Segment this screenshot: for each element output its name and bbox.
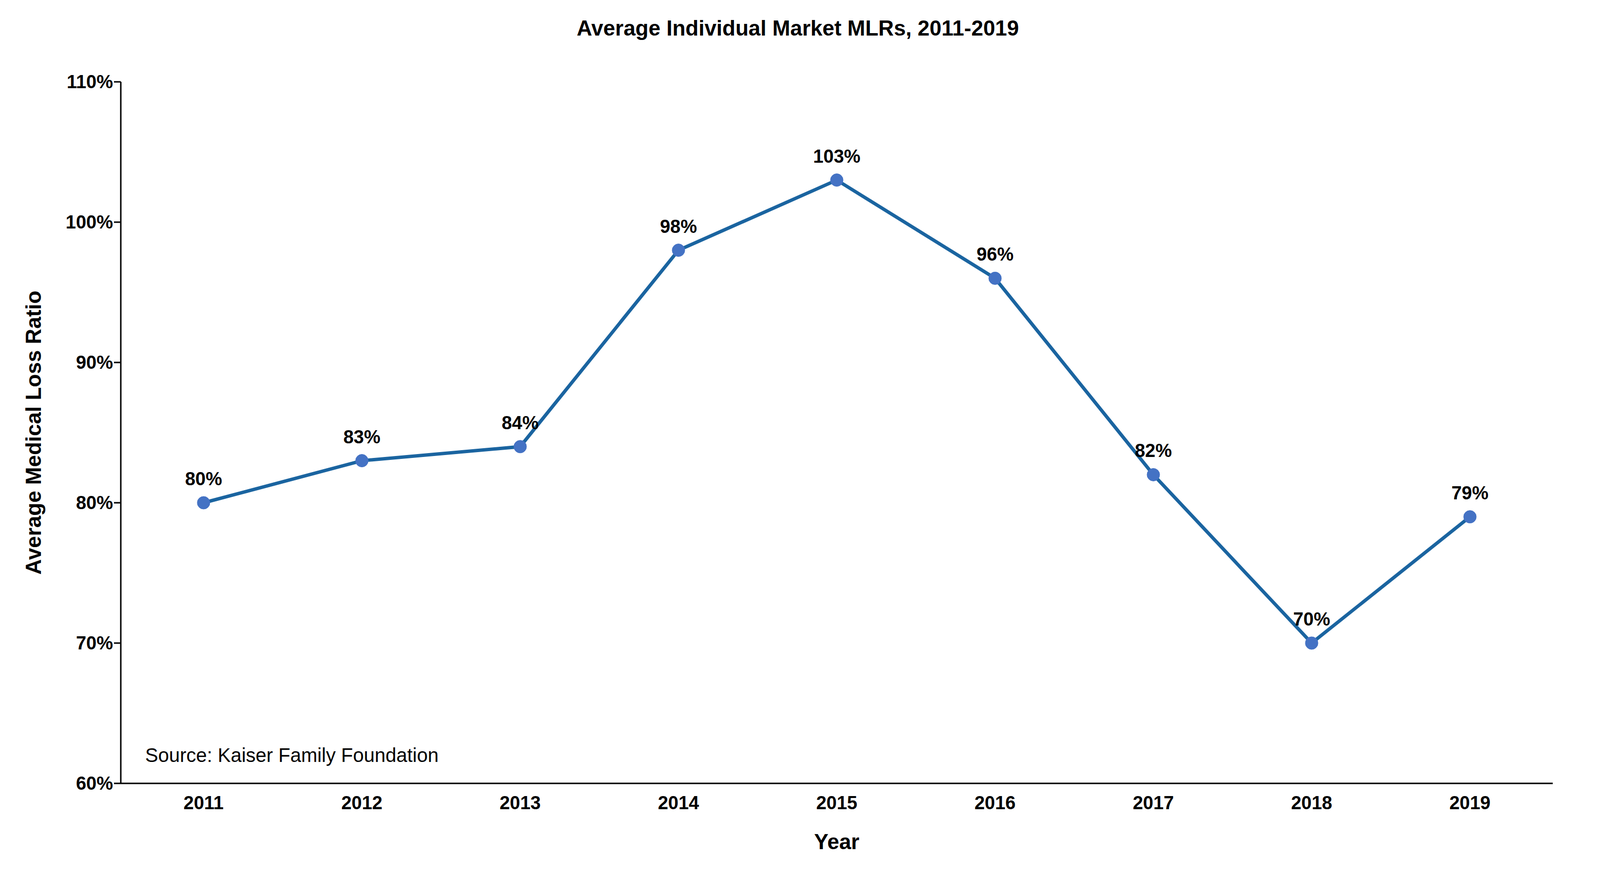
svg-text:2013: 2013 xyxy=(499,792,542,813)
svg-text:90%: 90% xyxy=(75,352,113,373)
svg-text:80%: 80% xyxy=(185,468,223,490)
svg-text:2019: 2019 xyxy=(1449,792,1491,813)
svg-text:70%: 70% xyxy=(75,632,113,654)
svg-text:2011: 2011 xyxy=(183,792,224,813)
svg-text:60%: 60% xyxy=(75,772,113,794)
svg-text:Average Medical Loss Ratio: Average Medical Loss Ratio xyxy=(21,290,46,575)
svg-text:Year: Year xyxy=(814,829,860,854)
svg-text:96%: 96% xyxy=(976,244,1014,265)
svg-text:80%: 80% xyxy=(75,492,113,513)
svg-text:2012: 2012 xyxy=(341,792,383,813)
svg-text:82%: 82% xyxy=(1134,440,1172,461)
svg-text:70%: 70% xyxy=(1293,608,1331,630)
svg-text:2014: 2014 xyxy=(658,792,700,813)
svg-text:2016: 2016 xyxy=(974,792,1017,813)
svg-text:98%: 98% xyxy=(659,216,697,237)
svg-text:2017: 2017 xyxy=(1132,792,1175,813)
svg-text:84%: 84% xyxy=(501,412,539,433)
svg-text:83%: 83% xyxy=(343,426,381,448)
svg-text:79%: 79% xyxy=(1451,482,1489,504)
html-text:Average Individual Market MLRs: Average Individual Market MLRs, 2011-201… xyxy=(576,16,1019,40)
svg-text:100%: 100% xyxy=(65,211,113,233)
html-text:Source: Kaiser Family Foundati: Source: Kaiser Family Foundation xyxy=(145,744,439,766)
svg-text:103%: 103% xyxy=(812,146,861,167)
svg-text:2015: 2015 xyxy=(816,792,858,813)
svg-text:2018: 2018 xyxy=(1291,792,1333,813)
svg-text:110%: 110% xyxy=(66,71,113,93)
